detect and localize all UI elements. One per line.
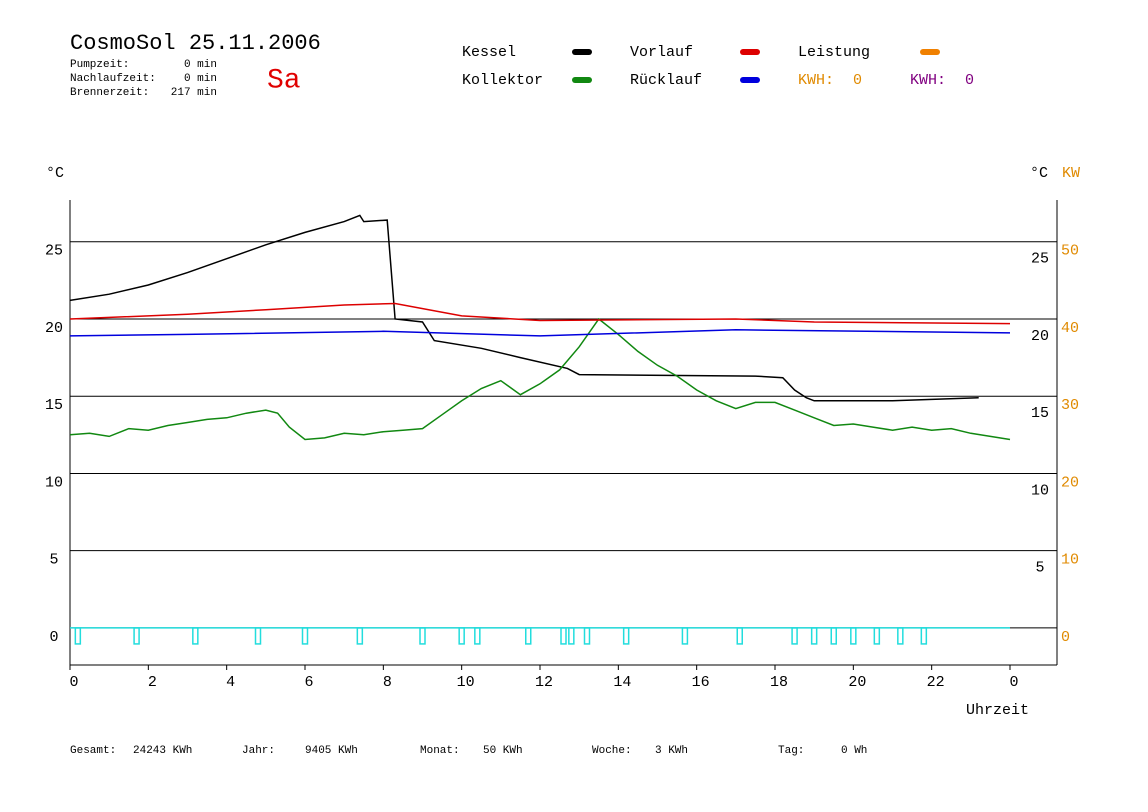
kwh-value: 0 — [853, 72, 862, 89]
total-value: 24243 KWh — [133, 745, 192, 757]
x-tick-label: 2 — [148, 674, 157, 691]
legend-label: Kessel — [462, 44, 516, 61]
x-tick-label: 4 — [226, 674, 235, 691]
y-right-label: °C — [1030, 165, 1048, 182]
y-tick-label: 5 — [49, 552, 58, 569]
y-tick-label: 10 — [45, 474, 63, 491]
x-tick-label: 14 — [613, 674, 631, 691]
y-label: °C — [46, 165, 64, 182]
info-label: Nachlaufzeit: — [70, 73, 156, 85]
x-tick-label: 8 — [383, 674, 392, 691]
y2-tick-label: 10 — [1061, 552, 1079, 569]
weekday: Sa — [267, 65, 301, 96]
x-tick-label: 6 — [304, 674, 313, 691]
info-label: Pumpzeit: — [70, 59, 129, 71]
pump-pulse — [920, 627, 928, 645]
series-line — [69, 302, 1011, 325]
x-tick-label: 22 — [927, 674, 945, 691]
y2-label: KW — [1062, 165, 1080, 182]
legend-label: Kollektor — [462, 72, 543, 89]
info-value: 0 min — [184, 59, 217, 71]
y2-tick-label: 20 — [1061, 474, 1079, 491]
pump-pulse — [474, 627, 481, 645]
pump-pulse — [133, 627, 140, 645]
pump-pulse — [873, 627, 881, 645]
total-value: 9405 KWh — [305, 745, 358, 757]
pump-pulse — [560, 627, 567, 645]
x-tick-label: 18 — [770, 674, 788, 691]
y-tick-label: 20 — [45, 320, 63, 337]
y-right-tick-label: 5 — [1035, 560, 1044, 577]
pump-pulse — [568, 627, 575, 645]
legend-label: Rücklauf — [630, 72, 702, 89]
x-tick-label: 10 — [457, 674, 475, 691]
y-tick-label: 15 — [45, 397, 63, 414]
x-tick-label: 20 — [848, 674, 866, 691]
pump-pulse — [192, 627, 199, 645]
x-tick-label: 0 — [1009, 674, 1018, 691]
pump-pulse — [897, 627, 904, 645]
x-label: Uhrzeit — [966, 702, 1029, 719]
kwh-label: KWH: — [910, 72, 946, 89]
y2-tick-label: 30 — [1061, 397, 1079, 414]
total-label: Monat: — [420, 745, 460, 757]
x-tick-label: 16 — [692, 674, 710, 691]
pump-pulse — [810, 627, 818, 645]
info-value: 0 min — [184, 73, 217, 85]
y2-tick-label: 50 — [1061, 243, 1079, 260]
pump-pulse — [356, 627, 364, 645]
x-tick-label: 0 — [69, 674, 78, 691]
chart-title: CosmoSol 25.11.2006 — [70, 31, 321, 56]
pump-pulse — [458, 627, 465, 645]
info-label: Brennerzeit: — [70, 87, 149, 99]
y2-tick-label: 0 — [1061, 629, 1070, 646]
total-label: Jahr: — [242, 745, 275, 757]
legend-label: Leistung — [798, 44, 870, 61]
pump-pulse — [736, 627, 743, 645]
total-value: 3 KWh — [655, 745, 688, 757]
pump-pulse — [74, 627, 82, 645]
y-right-tick-label: 25 — [1031, 251, 1049, 268]
y-tick-label: 25 — [45, 243, 63, 260]
kwh-label: KWH: — [798, 72, 834, 89]
pump-pulse — [830, 627, 837, 645]
y-right-tick-label: 15 — [1031, 405, 1049, 422]
pump-pulse — [850, 627, 857, 645]
total-label: Woche: — [592, 745, 632, 757]
y-right-tick-label: 10 — [1031, 482, 1049, 499]
pump-pulse — [791, 627, 798, 645]
pump-pulse — [525, 627, 532, 645]
pump-pulse — [301, 627, 309, 645]
total-label: Tag: — [778, 745, 804, 757]
y-tick-label: 0 — [49, 629, 58, 646]
series-line — [69, 317, 1011, 441]
y2-tick-label: 40 — [1061, 320, 1079, 337]
pump-pulse — [681, 627, 689, 645]
pump-pulse — [419, 627, 426, 645]
y-right-tick-label: 20 — [1031, 328, 1049, 345]
total-value: 0 Wh — [841, 745, 867, 757]
info-value: 217 min — [171, 87, 217, 99]
total-value: 50 KWh — [483, 745, 523, 757]
pump-pulse — [254, 627, 262, 645]
series-line — [69, 329, 1011, 337]
x-tick-label: 12 — [535, 674, 553, 691]
total-label: Gesamt: — [70, 745, 116, 757]
pump-pulse — [622, 627, 630, 645]
kwh-value: 0 — [965, 72, 974, 89]
legend-label: Vorlauf — [630, 44, 693, 61]
pump-pulse — [583, 627, 591, 645]
series-line — [69, 214, 979, 402]
